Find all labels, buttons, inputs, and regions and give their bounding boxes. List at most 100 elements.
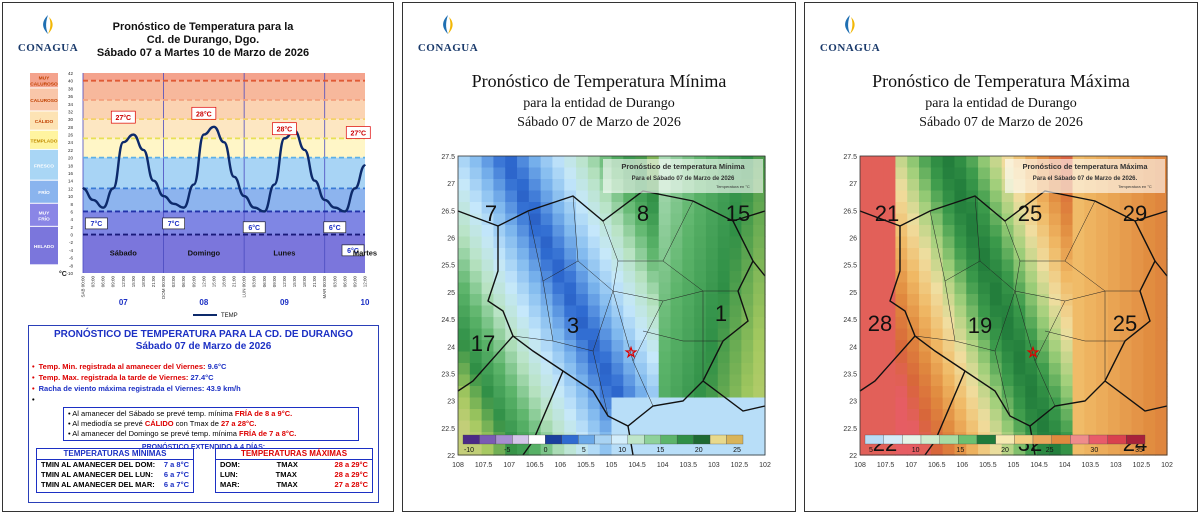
field-cell bbox=[587, 282, 601, 295]
field-cell bbox=[1060, 225, 1074, 238]
field-cell bbox=[895, 213, 908, 226]
temp-point bbox=[303, 149, 306, 151]
colorbar-label: 35 bbox=[1135, 447, 1143, 454]
field-cell bbox=[458, 225, 471, 238]
field-cell bbox=[1155, 190, 1168, 203]
field-cell bbox=[623, 236, 636, 249]
max-value: 28 a 29°C bbox=[334, 470, 368, 479]
field-cell bbox=[705, 328, 719, 341]
region-value: 15 bbox=[726, 201, 750, 226]
field-cell bbox=[895, 397, 908, 410]
field-cell bbox=[1143, 374, 1156, 387]
field-cell bbox=[481, 340, 495, 353]
field-cell bbox=[1060, 351, 1074, 364]
field-cell bbox=[717, 374, 731, 387]
field-cell bbox=[717, 282, 731, 295]
field-cell bbox=[919, 259, 932, 272]
colorbar-swatch bbox=[920, 434, 940, 445]
field-cell bbox=[1072, 282, 1085, 295]
field-cell bbox=[528, 328, 542, 341]
field-cell bbox=[517, 225, 530, 238]
region-value: 1 bbox=[715, 301, 727, 326]
field-cell bbox=[729, 202, 742, 215]
field-cell bbox=[552, 202, 565, 215]
field-cell bbox=[978, 409, 991, 422]
colorbar-swatch bbox=[1088, 434, 1108, 445]
field-cell bbox=[481, 305, 495, 318]
field-cell bbox=[587, 317, 601, 330]
max-temp-label: 27°C bbox=[350, 130, 366, 138]
time-tick-label: 21:00 bbox=[232, 276, 237, 288]
field-cell bbox=[954, 443, 967, 456]
field-cell bbox=[658, 409, 672, 422]
field-cell bbox=[1084, 248, 1097, 261]
field-cell bbox=[576, 443, 589, 456]
field-cell bbox=[564, 179, 577, 192]
field-cell bbox=[528, 443, 542, 456]
field-cell bbox=[871, 179, 885, 192]
field-cell bbox=[1048, 443, 1062, 456]
min-label-box bbox=[323, 221, 347, 234]
field-cell bbox=[717, 340, 731, 353]
field-cell bbox=[458, 179, 471, 192]
field-cell bbox=[942, 190, 956, 203]
field-cell bbox=[966, 386, 979, 399]
colorbar-swatch bbox=[1014, 434, 1034, 445]
field-cell bbox=[458, 213, 471, 226]
colorbar-swatch bbox=[976, 434, 996, 445]
field-cell bbox=[753, 340, 766, 353]
field-cell bbox=[587, 156, 601, 169]
field-cell bbox=[883, 202, 897, 215]
field-cell bbox=[717, 190, 731, 203]
field-cell bbox=[564, 156, 577, 169]
temp-point bbox=[102, 206, 104, 209]
field-cell bbox=[942, 167, 956, 180]
field-cell bbox=[729, 305, 742, 318]
field-cell bbox=[942, 248, 956, 261]
field-cell bbox=[717, 443, 731, 456]
temp-point bbox=[354, 187, 356, 190]
colorbar-swatch bbox=[864, 434, 884, 445]
temperature-chart: MUYCALUROSOCALUROSOCÁLIDOTEMPLADOFRESCOF… bbox=[30, 71, 377, 319]
field-cell bbox=[942, 271, 956, 284]
field-cell bbox=[1119, 317, 1133, 330]
time-tick-label: 06:00 bbox=[181, 276, 186, 288]
field-cell bbox=[493, 305, 506, 318]
field-cell bbox=[1037, 374, 1050, 387]
field-cell bbox=[907, 409, 920, 422]
neighbor-border bbox=[732, 210, 766, 222]
field-cell bbox=[481, 248, 495, 261]
field-cell bbox=[919, 374, 932, 387]
field-cell bbox=[1155, 248, 1168, 261]
field-cell bbox=[611, 351, 624, 364]
field-cell bbox=[1143, 409, 1156, 422]
field-cell bbox=[1096, 190, 1109, 203]
field-cell bbox=[1037, 248, 1050, 261]
field-cell bbox=[1131, 340, 1144, 353]
field-cell bbox=[883, 328, 897, 341]
field-cell bbox=[717, 317, 731, 330]
bullet-text: Al amanecer del Domingo se prevé temp. m… bbox=[72, 429, 240, 438]
field-cell bbox=[576, 374, 589, 387]
field-cell bbox=[611, 236, 624, 249]
field-cell bbox=[717, 202, 731, 215]
forecast-bullet: • Al amanecer del Sábado se prevé temp. … bbox=[68, 409, 354, 419]
field-cell bbox=[694, 374, 707, 387]
lon-tick-label: 103.5 bbox=[679, 462, 697, 469]
field-cell bbox=[895, 179, 908, 192]
field-cell bbox=[1084, 236, 1097, 249]
field-cell bbox=[1072, 340, 1085, 353]
field-cell bbox=[1013, 363, 1026, 376]
page-title: Pronóstico de Temperatura para la Cd. de… bbox=[96, 21, 310, 59]
y-tick-label: -4 bbox=[69, 248, 73, 253]
field-cell bbox=[1037, 363, 1050, 376]
field-cell bbox=[860, 397, 873, 410]
time-tick-label: 03:00 bbox=[171, 276, 176, 288]
max-day: MAR: bbox=[220, 480, 240, 489]
field-cell bbox=[1107, 409, 1121, 422]
region-value: 28 bbox=[868, 311, 892, 336]
field-cell bbox=[1060, 363, 1074, 376]
field-cell bbox=[517, 386, 530, 399]
field-cell bbox=[458, 202, 471, 215]
field-cell bbox=[1084, 259, 1097, 272]
